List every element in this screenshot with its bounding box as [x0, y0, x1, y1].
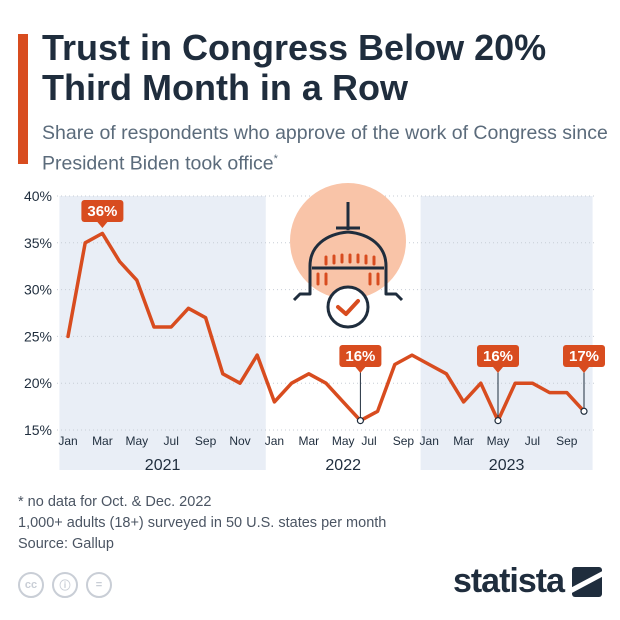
x-tick-label: Jul [361, 434, 376, 448]
y-axis: 40% 35% 30% 25% 20% 15% [24, 188, 52, 438]
x-tick-label: Jan [265, 434, 284, 448]
footnote-source: Source: Gallup [18, 536, 114, 552]
callout-label: 36% [87, 203, 117, 220]
y-tick-label: 20% [24, 375, 52, 391]
footnotes: * no data for Oct. & Dec. 2022 1,000+ ad… [18, 492, 386, 555]
year-label: 2022 [325, 457, 361, 474]
x-tick-label: Jan [58, 434, 77, 448]
x-tick-label: Mar [92, 434, 113, 448]
x-tick-label: May [487, 434, 510, 448]
x-axis: 2021 2022 2023 Jan Mar May Jul Sep Nov Jan Mar May J… [58, 434, 577, 474]
callout-marker [356, 417, 364, 425]
callout-pointer [493, 367, 503, 373]
x-tick-label: Sep [195, 434, 217, 448]
callout-box [477, 345, 519, 367]
x-tick-label: May [332, 434, 355, 448]
x-tick-label: Sep [556, 434, 578, 448]
callout-label: 17% [569, 348, 599, 365]
callout-label: 16% [345, 348, 375, 365]
licence-icons: cc ⓘ = [18, 572, 112, 598]
x-tick-label: Sep [393, 434, 415, 448]
x-tick-label: Nov [229, 434, 250, 448]
y-tick-label: 15% [24, 422, 52, 438]
x-tick-label: Mar [298, 434, 319, 448]
nd-icon[interactable]: = [86, 572, 112, 598]
statista-logo[interactable]: statista [453, 562, 602, 601]
callout-pointer [579, 367, 589, 373]
by-icon[interactable]: ⓘ [52, 572, 78, 598]
brand-name: statista [452, 562, 565, 600]
line-chart: 40% 35% 30% 25% 20% 15% 2021 2022 2023 Jan Mar May… [24, 183, 605, 474]
callout-pointer [97, 222, 108, 228]
year-band-2023 [420, 196, 593, 470]
title-accent-bar [18, 34, 28, 164]
callout-marker [494, 417, 502, 425]
x-tick-label: Jan [420, 434, 439, 448]
footnote-sample: 1,000+ adults (18+) surveyed in 50 U.S. … [18, 515, 387, 531]
cc-icon[interactable]: cc [18, 572, 44, 598]
year-band-2021 [59, 196, 266, 470]
callout-label: 16% [483, 348, 513, 365]
x-tick-label: Mar [453, 434, 474, 448]
callout-marker [580, 407, 588, 415]
callout-box [339, 345, 382, 367]
year-bands [59, 196, 593, 470]
footnote-no-data: * no data for Oct. & Dec. 2022 [18, 494, 212, 510]
x-tick-label: Jul [525, 434, 540, 448]
value-callouts: 36% 16% 16% 17% [81, 200, 605, 425]
x-tick-label: May [125, 434, 148, 448]
y-tick-label: 35% [24, 235, 52, 251]
callout-pointer [355, 367, 366, 373]
capitol-icon [290, 183, 406, 329]
x-tick-label: Jul [164, 434, 179, 448]
y-tick-label: 30% [24, 282, 52, 298]
chart-subtitle: Share of respondents who approve of the … [42, 120, 612, 177]
callout-box [81, 200, 124, 222]
callout-box [563, 345, 605, 367]
y-tick-label: 25% [24, 328, 52, 344]
year-label: 2021 [145, 457, 181, 474]
y-tick-label: 40% [24, 188, 52, 204]
subtitle-footnote-mark: * [273, 153, 278, 165]
chart-title: Trust in Congress Below 20% Third Month … [42, 27, 547, 108]
year-label: 2023 [489, 457, 525, 474]
subtitle-text: Share of respondents who approve of the … [42, 122, 608, 175]
statista-mark-icon [572, 566, 602, 597]
